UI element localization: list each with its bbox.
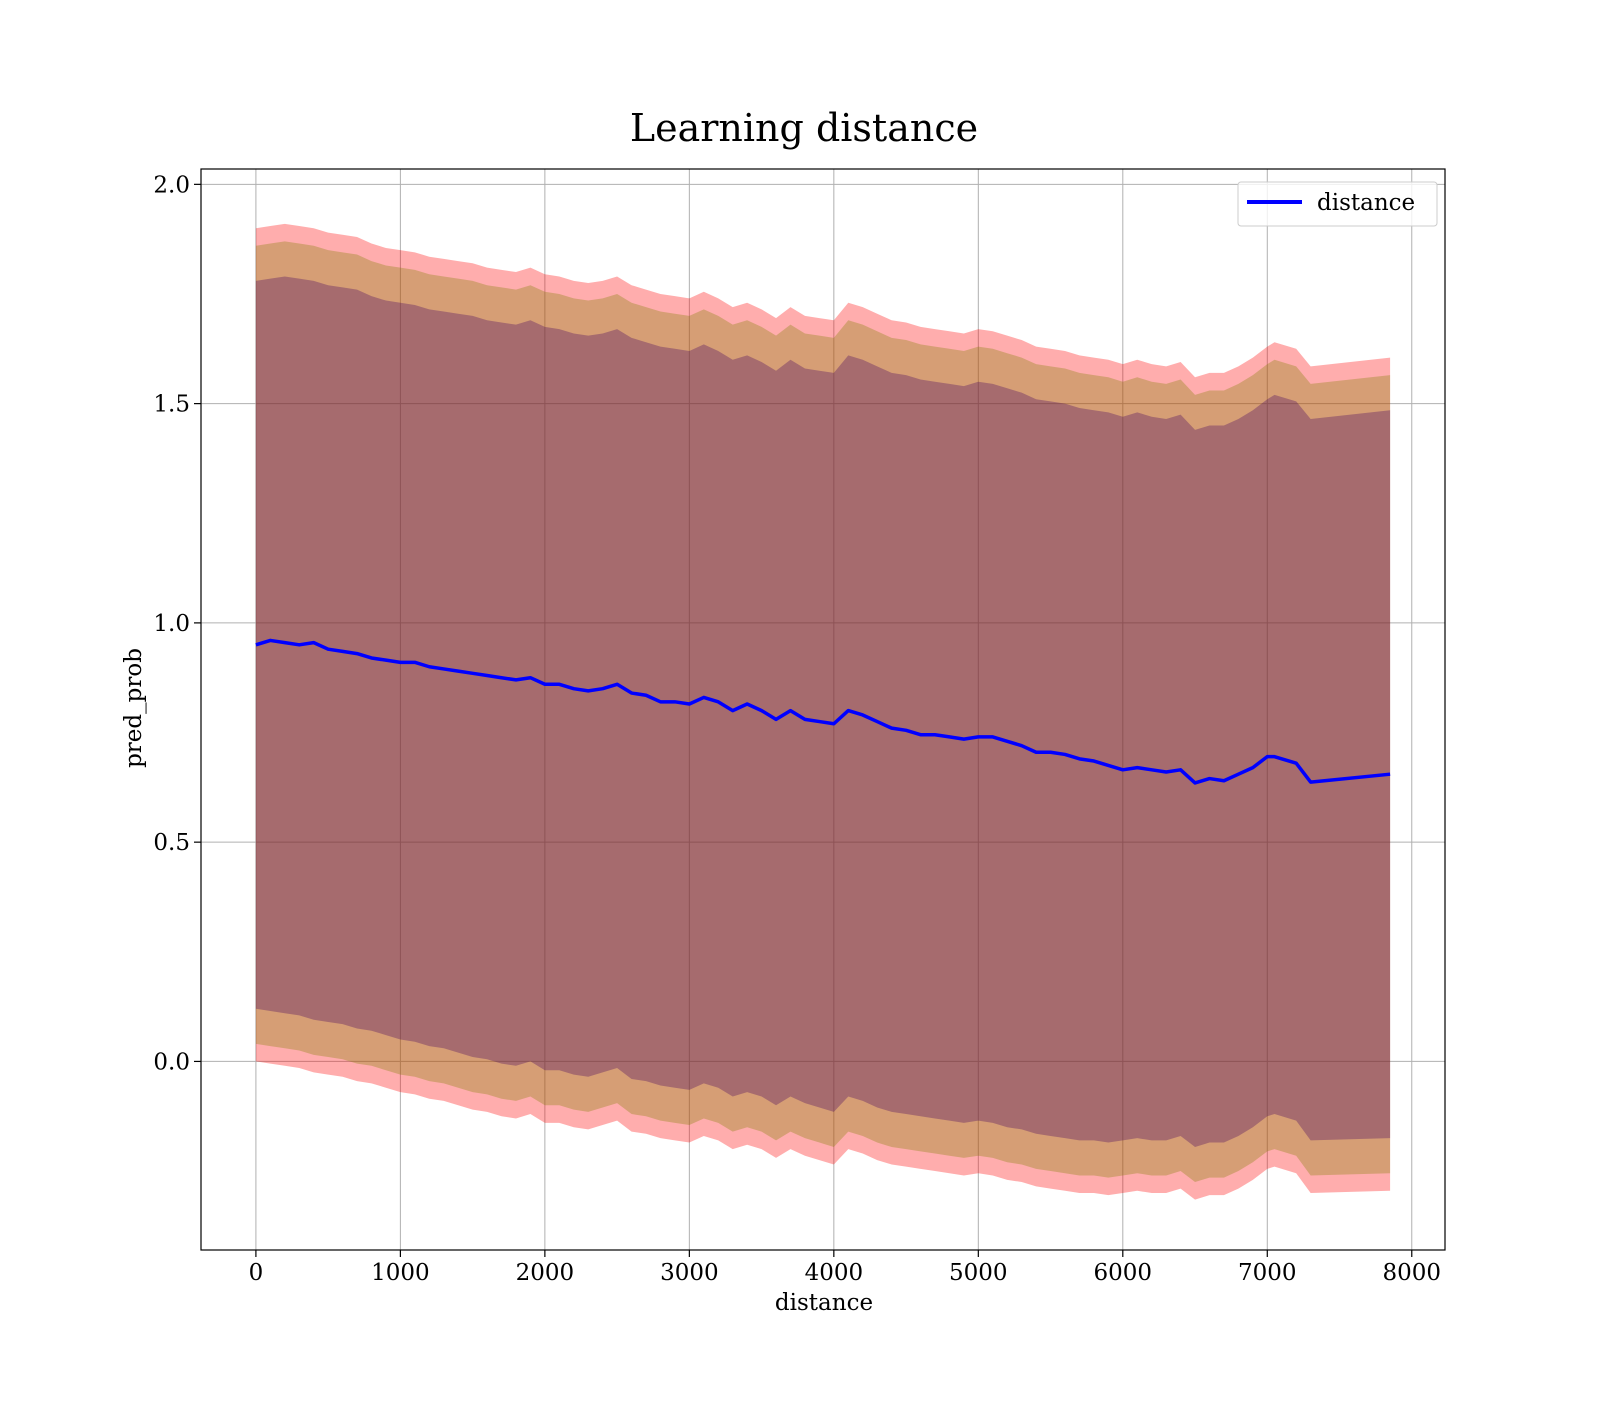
confidence-band-3	[255, 276, 1391, 1147]
legend: distance	[1237, 181, 1438, 227]
x-tick-label: 7000	[1238, 1260, 1297, 1286]
x-tick-label: 8000	[1382, 1260, 1441, 1286]
y-tick-label: 1.0	[153, 611, 190, 637]
legend-label-distance: distance	[1317, 190, 1415, 216]
x-tick-label: 1000	[371, 1260, 430, 1286]
legend-frame	[1237, 181, 1438, 227]
x-tick-label: 3000	[660, 1260, 719, 1286]
x-axis-label: distance	[775, 1290, 873, 1316]
y-tick-label: 0.0	[153, 1049, 190, 1075]
y-tick-label: 0.5	[153, 830, 190, 856]
confidence-band-1	[255, 223, 1391, 1200]
plot-area: 0 1000 2000 3000 4000 5000 6000 7000 8000 0.0 0.5 1…	[153, 168, 1446, 1286]
x-tick-label: 0	[249, 1260, 264, 1286]
x-tick-label: 6000	[1094, 1260, 1153, 1286]
axes-frame	[200, 168, 1446, 1251]
y-axis-label: pred_prob	[121, 648, 147, 768]
x-tick-label: 2000	[516, 1260, 575, 1286]
chart-title: Learning distance	[630, 106, 978, 150]
series-line-distance	[255, 638, 1391, 785]
y-tick-label: 1.5	[153, 392, 190, 418]
y-tick-label: 2.0	[153, 172, 190, 198]
x-tick-label: 5000	[949, 1260, 1008, 1286]
x-tick-label: 4000	[805, 1260, 864, 1286]
confidence-band-2	[255, 241, 1391, 1183]
